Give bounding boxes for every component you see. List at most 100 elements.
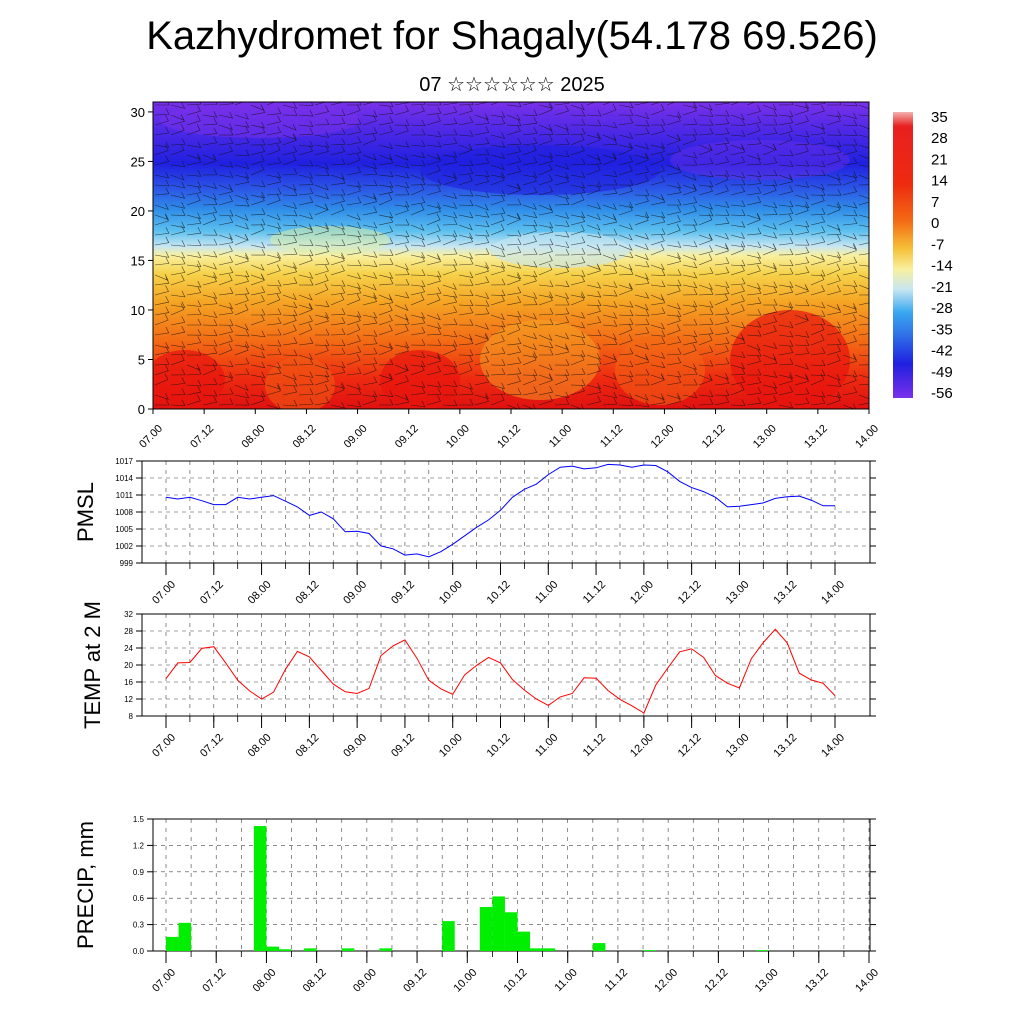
wind-barb <box>362 337 378 346</box>
wind-barb <box>378 373 393 380</box>
wind-barb <box>266 171 282 179</box>
precip-bar <box>492 896 505 951</box>
wind-barb <box>202 292 218 299</box>
wind-barb <box>570 367 586 376</box>
wind-barb <box>794 160 810 167</box>
wind-barb <box>778 385 794 396</box>
wind-barb <box>522 292 538 299</box>
wind-barb <box>730 321 746 329</box>
wind-barb <box>714 127 730 136</box>
wind-barb <box>234 162 250 169</box>
wind-barb <box>266 136 282 146</box>
wind-barb <box>426 140 442 148</box>
y-tick-label: 1.5 <box>133 815 145 824</box>
wind-barb <box>410 240 426 247</box>
wind-barb <box>282 293 297 301</box>
wind-barb <box>250 121 266 129</box>
wind-barb <box>202 111 218 118</box>
wind-barb <box>682 224 697 236</box>
wind-barb <box>602 134 617 141</box>
wind-barb <box>842 286 858 296</box>
wind-barb <box>522 235 537 246</box>
wind-barb <box>762 223 777 230</box>
wind-barb <box>154 393 169 400</box>
wind-barb <box>282 124 297 131</box>
wind-barb <box>762 286 778 296</box>
wind-barb <box>234 384 249 391</box>
wind-barb <box>602 301 618 308</box>
wind-barb <box>666 395 681 406</box>
wind-barb <box>394 124 409 136</box>
wind-barb <box>682 118 698 126</box>
wind-barb <box>730 171 746 179</box>
wind-barb <box>698 157 714 166</box>
wind-barb <box>826 354 841 366</box>
wind-barb <box>474 203 489 211</box>
wind-barb <box>186 226 202 236</box>
wind-barb <box>442 233 457 246</box>
wind-barb <box>330 228 346 236</box>
wind-barb <box>186 300 202 307</box>
wind-barb <box>826 303 841 311</box>
wind-barbs <box>154 102 869 409</box>
x-tick-label: 13.00 <box>724 732 752 760</box>
wind-barb <box>202 378 218 386</box>
wind-barb <box>266 317 282 326</box>
colorbar-label: 0 <box>931 215 939 232</box>
wind-barb <box>234 199 250 207</box>
wind-barb <box>842 256 858 266</box>
wind-barb <box>842 370 858 377</box>
wind-barb <box>186 114 201 126</box>
wind-barb <box>186 156 202 166</box>
wind-barb <box>746 241 762 248</box>
wind-barb <box>810 323 825 336</box>
wind-barb <box>154 257 170 266</box>
wind-barb <box>282 102 298 109</box>
wind-barb <box>538 155 553 166</box>
wind-barb <box>218 233 233 241</box>
wind-barb <box>362 133 377 146</box>
wind-barb <box>314 169 330 176</box>
wind-barb <box>618 244 633 251</box>
wind-barb <box>810 207 826 216</box>
wind-barb <box>362 229 378 236</box>
wind-barb <box>442 137 458 146</box>
heatmap-y-tick-label: 5 <box>138 352 145 367</box>
wind-barb <box>474 236 490 246</box>
wind-barb <box>522 171 538 178</box>
wind-barb <box>330 239 346 246</box>
wind-barb <box>426 224 441 236</box>
wind-barb <box>730 209 746 216</box>
wind-barb <box>186 251 202 259</box>
x-tick-label: 13.12 <box>771 732 799 760</box>
wind-barb <box>554 150 570 158</box>
wind-barb <box>234 368 250 376</box>
wind-barb <box>714 315 730 326</box>
wind-barb <box>266 222 282 229</box>
wind-barb <box>506 246 522 256</box>
wind-barb <box>410 381 426 388</box>
wind-barb <box>154 144 169 156</box>
wind-barb <box>650 396 666 406</box>
wind-barb <box>186 124 201 136</box>
wind-barb <box>794 397 810 406</box>
wind-barb <box>362 311 378 319</box>
temp-panel: 32 28 24 20 16 12 8 07.00 07.12 08.00 08.12 09.00 09… <box>80 601 876 760</box>
wind-barb <box>266 361 282 369</box>
wind-barb <box>522 219 538 227</box>
wind-barb <box>298 371 314 378</box>
wind-barb <box>362 330 378 337</box>
wind-barb <box>586 299 602 307</box>
wind-barb <box>282 262 298 270</box>
wind-barb <box>570 118 586 126</box>
wind-barb <box>618 155 634 166</box>
wind-barb <box>634 355 650 366</box>
wind-barb <box>458 102 474 106</box>
wind-barb <box>330 401 346 409</box>
wind-barb <box>650 269 666 276</box>
wind-barb <box>298 303 313 316</box>
wind-barb <box>458 299 474 307</box>
wind-barb <box>522 211 538 219</box>
wind-barb <box>730 367 746 376</box>
wind-barb <box>458 252 474 260</box>
